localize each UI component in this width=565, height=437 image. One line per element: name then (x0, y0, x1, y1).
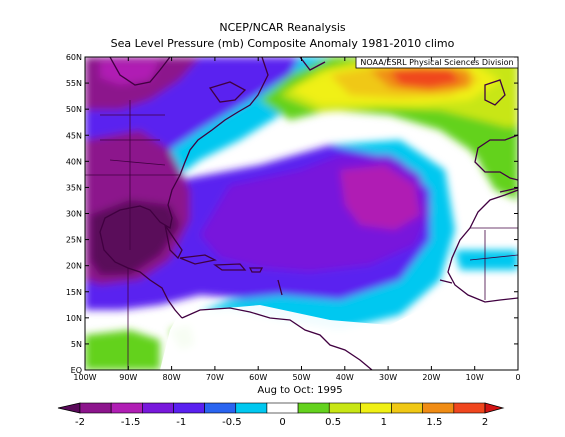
lat-label: 30N (66, 210, 82, 219)
borders (85, 100, 518, 370)
lon-label: 60W (249, 373, 267, 382)
period-label: Aug to Oct: 1995 (257, 385, 343, 396)
lon-label: 70W (206, 373, 224, 382)
lat-label: 45N (66, 131, 82, 140)
lat-label: 40N (66, 157, 82, 166)
lat-label: 35N (66, 183, 82, 192)
colorbar: -2 -1.5 -1 -0.5 0 0.5 1 1.5 2 (57, 402, 505, 428)
lon-label: 50W (292, 373, 310, 382)
lon-label: 20W (422, 373, 440, 382)
lat-label: 55N (66, 79, 82, 88)
colorbar-swatch (173, 402, 205, 414)
lat-label: 25N (66, 236, 82, 245)
lon-axis: 100W 90W 80W 70W 60W 50W 40W 30W 20W 10W 0 (73, 57, 521, 382)
lat-label: EQ (71, 366, 82, 375)
colorbar-swatch (453, 402, 486, 414)
chart-title: NCEP/NCAR Reanalysis (219, 21, 346, 34)
colorbar-label: -2 (75, 417, 85, 428)
lat-label: 20N (66, 262, 82, 271)
colorbar-swatch (297, 402, 330, 414)
chart-subtitle: Sea Level Pressure (mb) Composite Anomal… (110, 37, 455, 50)
colorbar-label: 1 (381, 417, 387, 428)
colorbar-swatch (422, 402, 455, 414)
lat-axis: EQ 5N 10N 15N 20N 25N 30N 35N 40N 45N 50N 55N 60N (66, 53, 518, 375)
lat-label: 50N (66, 105, 82, 114)
lon-label: 30W (379, 373, 397, 382)
colorbar-swatch (266, 402, 299, 414)
lat-label: 15N (66, 288, 82, 297)
colorbar-label: -1 (176, 417, 186, 428)
colorbar-swatch (360, 402, 392, 414)
colorbar-swatch (328, 402, 361, 414)
lon-label: 90W (119, 373, 137, 382)
lat-label: 5N (71, 340, 82, 349)
colorbar-swatch (235, 402, 268, 414)
colorbar-label: 0.5 (325, 417, 341, 428)
colorbar-arrow-high (484, 402, 505, 414)
colorbar-label: 2 (482, 417, 488, 428)
anomaly-field (85, 57, 518, 370)
colorbar-swatch (79, 402, 112, 414)
colorbar-label: -0.5 (222, 417, 242, 428)
colorbar-swatch (391, 402, 423, 414)
lon-label: 0 (515, 373, 520, 382)
coastlines (99, 57, 518, 370)
lat-label: 10N (66, 314, 82, 323)
colorbar-swatch (204, 402, 237, 414)
colorbar-swatch (142, 402, 174, 414)
credit-text: NOAA/ESRL Physical Sciences Division (360, 58, 513, 67)
colorbar-swatch (110, 402, 143, 414)
lon-label: 40W (336, 373, 354, 382)
colorbar-label: 1.5 (426, 417, 442, 428)
colorbar-label: -1.5 (121, 417, 141, 428)
lon-label: 80W (163, 373, 181, 382)
colorbar-label: 0 (279, 417, 285, 428)
credit-box (355, 56, 519, 69)
lat-label: 60N (66, 53, 82, 62)
colorbar-arrow-low (57, 402, 81, 414)
lon-label: 10W (466, 373, 484, 382)
lon-label: 100W (73, 373, 96, 382)
